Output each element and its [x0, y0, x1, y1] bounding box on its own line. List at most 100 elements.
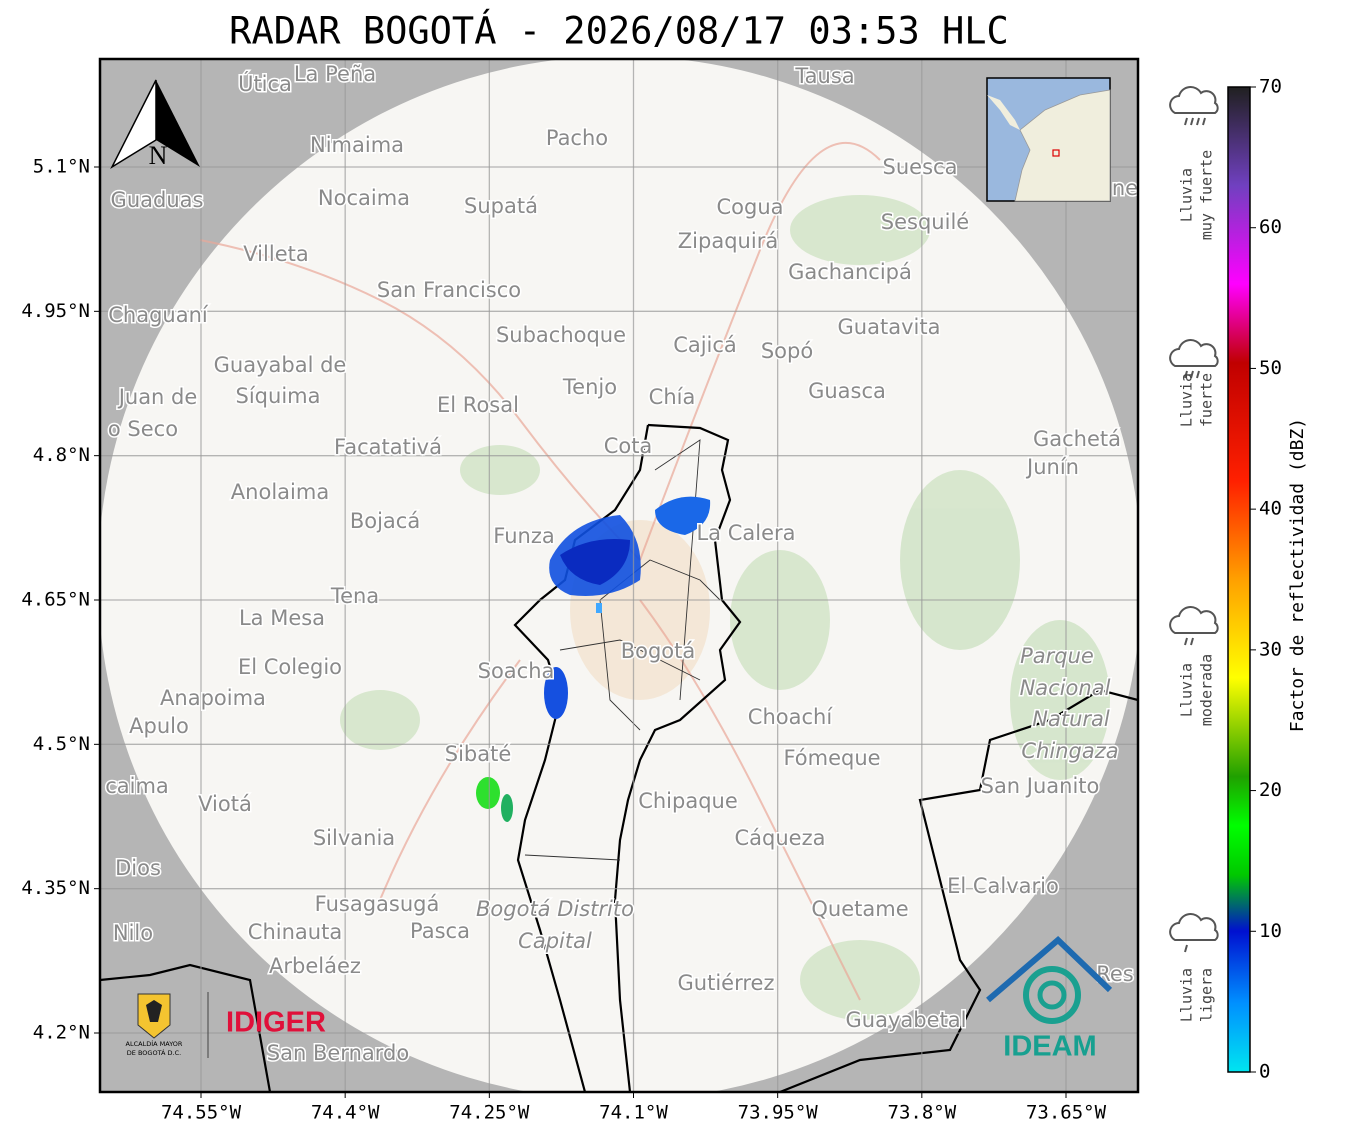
place-label: Sesquilé — [881, 210, 969, 234]
place-label: Bogotá — [621, 639, 696, 663]
lat-tick-label: 4.8°N — [33, 444, 90, 466]
place-label: Nacional — [1020, 676, 1111, 700]
place-label: Villeta — [243, 242, 308, 266]
place-label: El Calvario — [947, 874, 1059, 898]
place-labels: Útica La Peña Tausa Pacho Nimaima Suesca Guadu… — [104, 61, 1138, 1067]
place-label: Sopó — [761, 339, 813, 363]
cloud — [1169, 339, 1219, 367]
place-label: Chingaza — [1021, 739, 1118, 763]
lon-tick-label: 74.25°W — [449, 1102, 530, 1124]
colorbar — [1227, 86, 1251, 1073]
colorbar-tick-label: 70 — [1259, 76, 1282, 98]
place-label: Guatavita — [838, 315, 941, 339]
place-label: Fómeque — [783, 746, 880, 770]
place-label: Supatá — [464, 194, 538, 218]
alcaldia-text: ALCALDÍA MAYOR — [126, 1039, 183, 1048]
place-label: o Seco — [108, 417, 178, 441]
lon-tick-label: 73.95°W — [738, 1102, 819, 1124]
place-label: Cáqueza — [735, 826, 826, 850]
north-label: N — [149, 141, 168, 170]
place-label: Junín — [1025, 455, 1079, 479]
place-label: Pacho — [546, 126, 608, 150]
colorbar-ticks: 0 10 20 30 40 50 60 70 — [1250, 76, 1282, 1083]
colorbar-tick-label: 50 — [1259, 357, 1282, 379]
place-label: Capital — [518, 929, 592, 953]
idiger-logo: IDIGER — [226, 1007, 326, 1039]
inset-map — [986, 77, 1111, 202]
place-label: Anapoima — [160, 686, 266, 710]
place-label: La Peña — [294, 62, 376, 86]
place-label: Bogotá Distrito — [476, 897, 634, 921]
place-label: Anolaima — [231, 480, 329, 504]
rain-drop — [1202, 117, 1206, 126]
lat-tick-label: 4.65°N — [21, 589, 90, 611]
cloud — [1169, 86, 1219, 114]
place-label: Facatativá — [334, 435, 442, 459]
place-label: El Rosal — [437, 393, 519, 417]
place-label: Chaguaní — [108, 303, 209, 327]
place-label: Sibaté — [445, 742, 512, 766]
rain-drop — [1190, 637, 1194, 646]
place-label: Gachetá — [1033, 427, 1121, 451]
colorbar-tick-label: 20 — [1259, 779, 1282, 801]
title: RADAR BOGOTÁ - 2026/08/17 03:53 HLC — [229, 9, 1009, 53]
place-label: Fusagasugá — [315, 892, 440, 916]
place-label: Funza — [493, 524, 554, 548]
place-label: Dios — [115, 856, 161, 880]
cloud — [1169, 606, 1219, 634]
rain-icon — [1169, 339, 1219, 379]
ideam-text: IDEAM — [1003, 1031, 1096, 1063]
lon-tick-label: 73.65°W — [1026, 1102, 1107, 1124]
colorbar-tick-label: 0 — [1259, 1061, 1270, 1083]
place-label: Silvania — [313, 826, 395, 850]
place-label: Juan de — [117, 385, 198, 409]
place-label: Cogua — [716, 195, 783, 219]
place-label: Guaduas — [111, 188, 204, 212]
north-arrow: N — [110, 79, 200, 170]
place-label: Tausa — [794, 64, 854, 88]
place-label: Chía — [649, 385, 696, 409]
place-label: Apulo — [129, 714, 189, 738]
place-label: Quetame — [811, 897, 908, 921]
rain-drop — [1184, 370, 1188, 379]
place-label: Natural — [1032, 707, 1110, 731]
rain-drop — [1184, 117, 1188, 126]
lat-tick-label: 4.35°N — [21, 877, 90, 899]
rain-drop — [1190, 117, 1194, 126]
rain-label: ligera — [1198, 968, 1216, 1022]
rain-icon — [1169, 913, 1219, 953]
place-label: Cota — [604, 434, 653, 458]
place-label: Zipaquirá — [678, 229, 778, 253]
place-label: Arbeláez — [269, 954, 361, 978]
place-label: caima — [105, 774, 169, 798]
place-label: El Colegio — [238, 655, 342, 679]
place-label: Nimaima — [310, 133, 404, 157]
place-label: Pasca — [410, 919, 470, 943]
lat-tick-label: 4.5°N — [33, 733, 90, 755]
place-label: Parque — [1020, 644, 1094, 668]
rain-label: Lluvia — [1178, 968, 1196, 1022]
rain-label: moderada — [1198, 654, 1216, 726]
rain-label: fuerte — [1198, 373, 1216, 427]
place-label: Gutiérrez — [678, 971, 775, 995]
lon-tick-label: 74.1°W — [599, 1102, 668, 1124]
place-label: Tenjo — [562, 375, 617, 399]
colorbar-label: Factor de reflectividad (dBZ) — [1287, 418, 1308, 732]
map: Útica La Peña Tausa Pacho Nimaima Suesca Guadu… — [100, 59, 1138, 1092]
graticule — [100, 59, 1138, 1092]
rain-drop — [1184, 637, 1188, 646]
rain-icon — [1169, 86, 1219, 126]
place-label: San Juanito — [981, 774, 1100, 798]
place-label: Chipaque — [638, 789, 738, 813]
place-label: Nocaima — [318, 186, 410, 210]
place-label: Chinauta — [248, 920, 342, 944]
place-label: Suesca — [883, 155, 958, 179]
colorbar-tick-label: 10 — [1259, 920, 1282, 942]
rain-label: Lluvia — [1178, 373, 1196, 427]
lon-tick-label: 73.8°W — [888, 1102, 957, 1124]
lon-tick-label: 74.55°W — [161, 1102, 242, 1124]
lat-tick-label: 4.95°N — [21, 300, 90, 322]
place-label: Guayabetal — [846, 1008, 967, 1032]
place-label: Guayabal de — [214, 353, 347, 377]
